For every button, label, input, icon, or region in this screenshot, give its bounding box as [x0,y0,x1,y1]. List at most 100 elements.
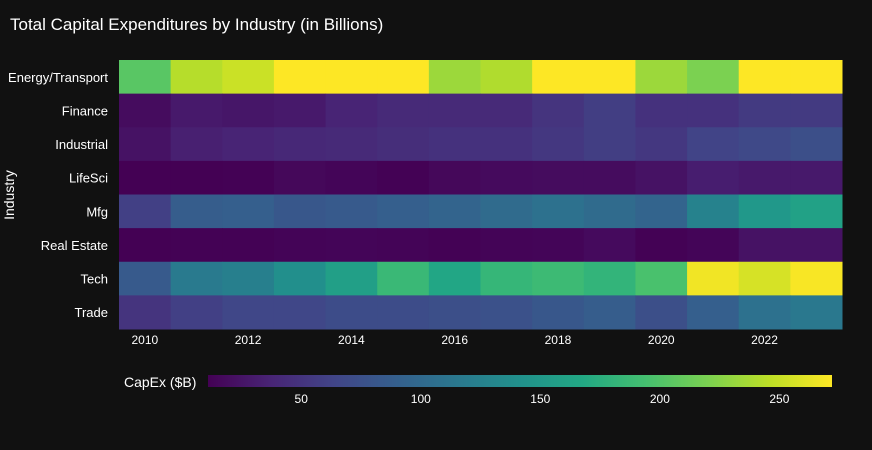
heatmap-cell [273,261,327,296]
heatmap-cell [480,194,533,229]
heatmap-cell [583,160,636,195]
y-tick-label: Real Estate [41,238,108,253]
heatmap-cell [635,160,688,195]
heatmap-cell [738,261,791,296]
heatmap-cell [119,295,172,330]
heatmap-cell [170,160,223,195]
heatmap-cell [273,194,327,229]
heatmap-cell [635,194,688,229]
heatmap-cell [273,127,327,162]
heatmap-cell [428,93,481,128]
heatmap-cell [687,295,740,330]
heatmap-cell [325,160,378,195]
heatmap-cell [480,127,533,162]
heatmap-cell [480,295,533,330]
y-tick-label: Trade [75,305,108,320]
heatmap-cell [222,194,275,229]
heatmap-cell [325,60,378,95]
heatmap-cell [119,194,172,229]
colorbar-tick-label: 50 [295,392,309,406]
heatmap-cell [119,228,172,263]
heatmap-cell [635,93,688,128]
heatmap-cell [119,160,172,195]
heatmap-cell [377,160,430,195]
heatmap-cell [790,295,843,330]
heatmap-cell [170,127,223,162]
heatmap-cell [428,261,481,296]
heatmap-cell [790,160,843,195]
heatmap-cell [583,228,636,263]
heatmap-cell [428,228,481,263]
heatmap-cell [119,93,172,128]
heatmap-cell [687,127,740,162]
heatmap-cell [532,93,585,128]
y-tick-labels: Energy/Transport Finance Industrial LifeSci… [8,70,108,320]
heatmap-cell [377,295,430,330]
heatmap-cell [583,261,636,296]
heatmap-cell [480,93,533,128]
heatmap-cell [222,60,275,95]
heatmap-cell [532,295,585,330]
y-axis-label: Industry [1,170,17,220]
heatmap-cell [170,261,223,296]
heatmap-cell [790,93,843,128]
heatmap-cell [119,261,172,296]
heatmap-cell [222,261,275,296]
heatmap-cell [738,127,791,162]
heatmap-cell [170,93,223,128]
heatmap-cell [532,194,585,229]
heatmap-cell [428,127,481,162]
colorbar-title: CapEx ($B) [124,374,196,390]
heatmap-cell [325,93,378,128]
heatmap-cell [790,261,843,296]
heatmap-cell [222,127,275,162]
heatmap-cell [377,228,430,263]
heatmap-cell [738,160,791,195]
heatmap-cell [583,60,636,95]
heatmap-cell [222,228,275,263]
heatmap-cell [377,194,430,229]
heatmap-cell [170,295,223,330]
heatmap-cell [583,93,636,128]
x-tick-labels: 2010 2012 2014 2016 2018 2020 2022 [131,333,778,347]
heatmap-cell [738,60,791,95]
heatmap-cell [687,194,740,229]
heatmap-cell [532,261,585,296]
heatmap-cell [170,60,223,95]
heatmap-cell [480,261,533,296]
heatmap-cell [532,228,585,263]
heatmap-cell [738,295,791,330]
heatmap-cell [738,228,791,263]
heatmap-cell [532,160,585,195]
heatmap-cell [273,228,327,263]
colorbar-tick-label: 100 [411,392,431,406]
heatmap-cell [687,228,740,263]
heatmap-cell [532,60,585,95]
y-tick-label: Tech [81,272,108,287]
heatmap-cell [428,60,481,95]
y-tick-label: Energy/Transport [8,70,108,85]
colorbar-tick-labels: 50 100 150 200 250 [295,392,790,406]
colorbar-tick-label: 250 [769,392,789,406]
heatmap-cell [687,60,740,95]
heatmap-cell [687,261,740,296]
x-tick-label: 2012 [235,333,262,347]
heatmap-cell [170,194,223,229]
heatmap-cell [635,127,688,162]
heatmap-cell [583,127,636,162]
heatmap-cell [377,127,430,162]
heatmap-cell [222,160,275,195]
heatmap-cell [273,93,327,128]
colorbar-tick-label: 150 [530,392,550,406]
heatmap-cell [583,295,636,330]
heatmap-cell [635,60,688,95]
heatmap-cell [325,295,378,330]
heatmap-cell [635,295,688,330]
heatmap-cell [325,194,378,229]
heatmap-cell [428,194,481,229]
heatmap-cell [325,127,378,162]
heatmap-cell [428,160,481,195]
colorbar-tick-label: 200 [650,392,670,406]
heatmap-cell [119,60,172,95]
